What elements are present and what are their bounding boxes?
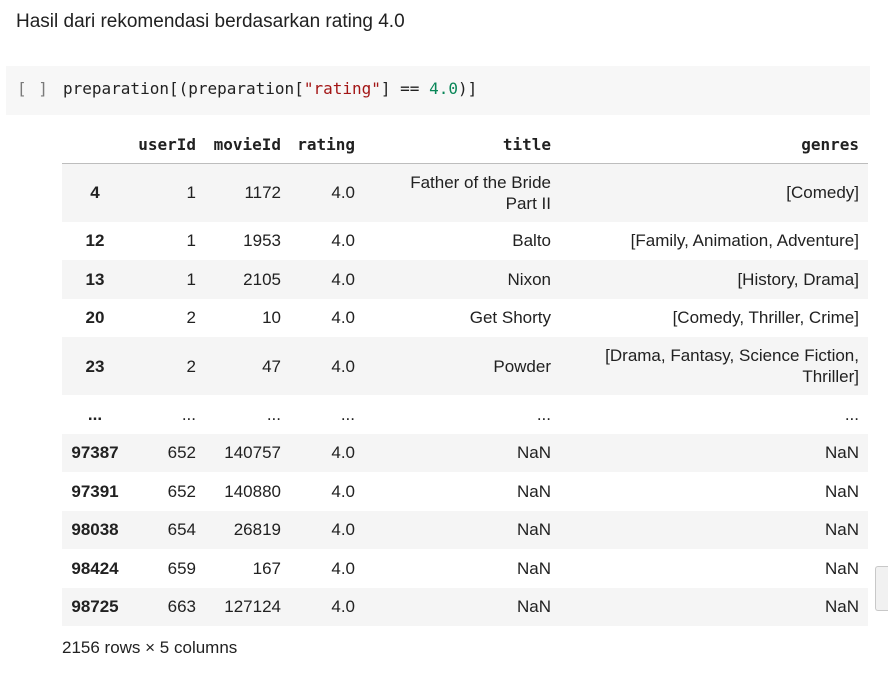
cell-genres: [Drama, Fantasy, Science Fiction, Thrill… (605, 346, 859, 386)
row-index: 97391 (71, 481, 119, 501)
cell-rating: 4.0 (331, 481, 355, 501)
cell-title: Powder (493, 356, 551, 376)
code-string-token: "rating" (303, 79, 381, 98)
dataframe-table: userId movieId rating title genres 4 1 1… (62, 126, 868, 626)
cell-movieId: 127124 (224, 597, 281, 617)
cell-genres: NaN (824, 481, 859, 501)
cell-genres: NaN (824, 520, 859, 540)
cell-movieId: 1953 (243, 231, 281, 251)
cell-userId: 2 (186, 356, 196, 376)
code-editor-line[interactable]: preparation[(preparation["rating"] == 4.… (63, 79, 477, 98)
row-index: 12 (85, 231, 105, 251)
markdown-text-cell: Hasil dari rekomendasi berdasarkan ratin… (16, 11, 405, 32)
cell-title: ... (536, 404, 551, 424)
row-index: 98038 (71, 520, 119, 540)
code-token: )] (457, 79, 478, 98)
cell-title: Get Shorty (469, 308, 551, 328)
cell-userId: 659 (167, 558, 196, 578)
cell-userId: 652 (167, 481, 196, 501)
cell-rating: 4.0 (331, 597, 355, 617)
cell-rating: 4.0 (331, 356, 355, 376)
cell-userId: 663 (167, 597, 196, 617)
cell-userId: 652 (167, 443, 196, 463)
row-index: 98424 (71, 558, 119, 578)
table-row: 97387 652 140757 4.0 NaN NaN (62, 433, 868, 472)
cell-genres: NaN (824, 443, 859, 463)
cell-movieId: 26819 (233, 520, 281, 540)
cell-rating: 4.0 (331, 520, 355, 540)
index-column-header (62, 126, 128, 164)
cell-title: NaN (516, 597, 551, 617)
table-row: 12 1 1953 4.0 Balto [Family, Animation, … (62, 222, 868, 261)
code-cell[interactable]: [ ] preparation[(preparation["rating"] =… (6, 66, 870, 115)
run-cell-button[interactable]: [ ] (17, 79, 49, 98)
table-header-row: userId movieId rating title genres (62, 126, 868, 164)
column-header-userId: userId (128, 126, 205, 164)
cell-title: Nixon (507, 269, 551, 289)
code-token: preparation[(preparation[ (63, 79, 304, 98)
column-header-movieId: movieId (205, 126, 290, 164)
cell-movieId: 140757 (224, 443, 281, 463)
cell-rating: 4.0 (331, 183, 355, 203)
cell-genres: [Family, Animation, Adventure] (630, 231, 859, 251)
cell-title: Father of the Bride Part II (410, 172, 551, 213)
column-header-rating: rating (290, 126, 364, 164)
table-row: 97391 652 140880 4.0 NaN NaN (62, 472, 868, 511)
dataframe-shape-summary: 2156 rows × 5 columns (62, 638, 238, 657)
cell-userId: 1 (186, 183, 196, 203)
cell-userId: ... (181, 404, 196, 424)
table-row: 20 2 10 4.0 Get Shorty [Comedy, Thriller… (62, 299, 868, 338)
cell-userId: 1 (186, 269, 196, 289)
cell-genres: NaN (824, 558, 859, 578)
row-index: 4 (90, 183, 100, 203)
scrollbar-handle[interactable] (875, 566, 888, 611)
table-row: 98725 663 127124 4.0 NaN NaN (62, 587, 868, 626)
cell-movieId: 10 (262, 308, 281, 328)
cell-title: NaN (516, 520, 551, 540)
row-index: 23 (85, 356, 105, 376)
cell-movieId: ... (266, 404, 281, 424)
table-row-ellipsis: ... ... ... ... ... ... (62, 395, 868, 434)
cell-movieId: 2105 (243, 269, 281, 289)
cell-title: NaN (516, 443, 551, 463)
row-index: 97387 (71, 443, 119, 463)
cell-genres: [Comedy] (786, 183, 859, 203)
cell-userId: 1 (186, 231, 196, 251)
cell-movieId: 47 (262, 356, 281, 376)
row-index: 20 (85, 308, 105, 328)
cell-userId: 654 (167, 520, 196, 540)
cell-movieId: 140880 (224, 481, 281, 501)
row-index: 98725 (71, 597, 119, 617)
cell-rating: 4.0 (331, 308, 355, 328)
table-row: 23 2 47 4.0 Powder [Drama, Fantasy, Scie… (62, 337, 868, 395)
code-number-token: 4.0 (429, 79, 458, 98)
cell-genres: [History, Drama] (737, 269, 859, 289)
cell-rating: 4.0 (331, 269, 355, 289)
cell-title: NaN (516, 481, 551, 501)
cell-rating: 4.0 (331, 443, 355, 463)
cell-title: NaN (516, 558, 551, 578)
cell-title: Balto (512, 231, 551, 251)
row-index: 13 (85, 269, 105, 289)
column-header-title: title (364, 126, 560, 164)
cell-userId: 2 (186, 308, 196, 328)
table-row: 4 1 1172 4.0 Father of the Bride Part II… (62, 163, 868, 222)
column-header-genres: genres (560, 126, 868, 164)
cell-rating: ... (340, 404, 355, 424)
cell-rating: 4.0 (331, 231, 355, 251)
cell-genres: NaN (824, 597, 859, 617)
table-row: 98424 659 167 4.0 NaN NaN (62, 549, 868, 588)
table-row: 13 1 2105 4.0 Nixon [History, Drama] (62, 260, 868, 299)
table-row: 98038 654 26819 4.0 NaN NaN (62, 510, 868, 549)
cell-rating: 4.0 (331, 558, 355, 578)
cell-genres: [Comedy, Thriller, Crime] (672, 308, 859, 328)
row-index: ... (87, 404, 103, 424)
cell-movieId: 1172 (244, 183, 281, 203)
code-token: ] == (380, 79, 430, 98)
cell-movieId: 167 (252, 558, 281, 578)
cell-genres: ... (844, 404, 859, 424)
